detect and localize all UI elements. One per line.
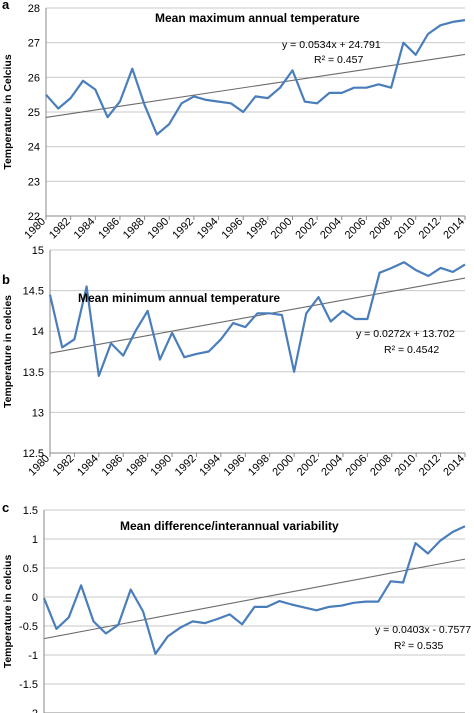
chart-title: Mean minimum annual temperature bbox=[78, 291, 280, 305]
x-tick-label: 2000 bbox=[270, 453, 296, 479]
x-tick-label: 2004 bbox=[319, 453, 345, 479]
y-tick-label: 0 bbox=[32, 592, 38, 604]
y-axis-label: Temperature in celcies bbox=[2, 295, 14, 408]
trendline-r-squared: R² = 0.4542 bbox=[384, 344, 439, 356]
y-tick-label: 23 bbox=[28, 176, 40, 188]
chart-title: Mean difference/interannual variability bbox=[120, 519, 339, 533]
y-tick-label: 12.5 bbox=[23, 448, 44, 460]
y-tick-label: 28 bbox=[28, 3, 40, 15]
x-tick-label: 2010 bbox=[392, 453, 418, 479]
x-tick-label: 1986 bbox=[100, 453, 126, 479]
x-tick-label: 2012 bbox=[417, 453, 443, 479]
y-tick-label: 13 bbox=[32, 407, 44, 419]
y-tick-label: 14.5 bbox=[23, 286, 44, 298]
chart-mean-difference: -2-1.5-1-0.500.511.519801982198419861988… bbox=[2, 500, 471, 713]
chart-min-temperature: 12.51313.51414.5151980198219841986198819… bbox=[2, 245, 467, 478]
x-tick-label: 1994 bbox=[197, 453, 223, 479]
x-tick-label: 2006 bbox=[344, 453, 370, 479]
x-tick-label: 1994 bbox=[195, 216, 221, 242]
x-tick-label: 2012 bbox=[417, 216, 443, 242]
x-tick-label: 2004 bbox=[318, 216, 344, 242]
chart-title: Mean maximum annual temperature bbox=[155, 11, 360, 25]
y-tick-label: 22 bbox=[28, 211, 40, 223]
x-tick-label: 2010 bbox=[392, 216, 418, 242]
x-tick-label: 2014 bbox=[441, 453, 467, 479]
y-tick-label: 24 bbox=[28, 142, 40, 154]
y-axis-label: Temperature in celcius bbox=[2, 555, 14, 669]
data-series-line bbox=[45, 19, 466, 136]
y-tick-label: 27 bbox=[28, 38, 40, 50]
x-tick-label: 1998 bbox=[244, 216, 270, 242]
x-tick-label: 2006 bbox=[343, 216, 369, 242]
y-tick-label: -1.5 bbox=[19, 679, 38, 691]
panel-letter: a bbox=[2, 0, 10, 12]
x-tick-label: 1992 bbox=[170, 216, 196, 242]
trendline-equation: y = 0.0272x + 13.702 bbox=[356, 328, 455, 340]
trendline-r-squared: R² = 0.457 bbox=[314, 54, 363, 66]
x-tick-label: 1998 bbox=[246, 453, 272, 479]
x-tick-label: 1992 bbox=[173, 453, 199, 479]
y-tick-label: -1 bbox=[28, 650, 38, 662]
x-tick-label: 2008 bbox=[367, 216, 393, 242]
panel-letter: b bbox=[2, 272, 10, 287]
trendline-equation: y = 0.0534x + 24.791 bbox=[282, 39, 381, 51]
y-tick-label: -2 bbox=[28, 708, 38, 713]
x-tick-label: 1988 bbox=[121, 216, 147, 242]
x-tick-label: 1988 bbox=[124, 453, 150, 479]
trendline-r-squared: R² = 0.535 bbox=[394, 640, 443, 652]
y-tick-label: 1 bbox=[32, 534, 38, 546]
x-tick-label: 2008 bbox=[368, 453, 394, 479]
x-tick-label: 1982 bbox=[47, 216, 73, 242]
y-tick-label: 0.5 bbox=[23, 563, 38, 575]
y-tick-label: 14 bbox=[32, 326, 44, 338]
x-tick-label: 1984 bbox=[75, 453, 101, 479]
x-tick-label: 2014 bbox=[441, 216, 467, 242]
trendline bbox=[45, 53, 466, 118]
data-series-line bbox=[48, 261, 466, 377]
y-tick-label: 15 bbox=[32, 245, 44, 257]
panel-letter: c bbox=[2, 500, 9, 515]
trendline bbox=[49, 277, 466, 354]
y-tick-label: -0.5 bbox=[19, 621, 38, 633]
x-tick-label: 2002 bbox=[295, 453, 321, 479]
x-tick-label: 1996 bbox=[219, 216, 245, 242]
x-tick-label: 1980 bbox=[22, 216, 48, 242]
x-tick-label: 1996 bbox=[222, 453, 248, 479]
trendline-equation: y = 0.0403x - 0.7577 bbox=[375, 624, 471, 636]
y-tick-label: 25 bbox=[28, 107, 40, 119]
x-tick-label: 1990 bbox=[146, 216, 172, 242]
data-series-line bbox=[42, 525, 466, 655]
chart-max-temperature: 2223242526272819801982198419861988199019… bbox=[2, 0, 467, 241]
y-axis-label: Temperature in Celcius bbox=[2, 54, 14, 170]
y-tick-label: 13.5 bbox=[23, 367, 44, 379]
x-tick-label: 1986 bbox=[96, 216, 122, 242]
x-tick-label: 1982 bbox=[51, 453, 77, 479]
x-tick-label: 1984 bbox=[72, 216, 98, 242]
trendline bbox=[43, 558, 466, 640]
x-tick-label: 2000 bbox=[269, 216, 295, 242]
y-tick-label: 1.5 bbox=[23, 505, 38, 517]
x-tick-label: 1990 bbox=[148, 453, 174, 479]
x-tick-label: 2002 bbox=[293, 216, 319, 242]
y-tick-label: 26 bbox=[28, 72, 40, 84]
